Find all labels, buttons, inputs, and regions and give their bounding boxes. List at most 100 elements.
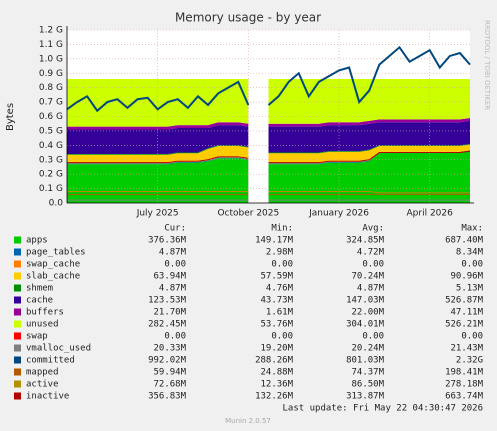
y-tick-label: 1.1 G — [39, 40, 63, 50]
last-update: Last update: Fri May 22 04:30:47 2026 — [283, 404, 483, 414]
legend-swatch — [14, 380, 21, 388]
y-axis-label: Bytes — [5, 103, 16, 131]
legend-label: shmem — [26, 284, 53, 294]
x-tick-label: January 2026 — [308, 209, 369, 219]
legend-value: 47.11M — [450, 308, 483, 318]
line — [67, 190, 470, 194]
legend-value: 1.61M — [266, 308, 294, 318]
legend-value: 5.13M — [456, 284, 484, 294]
chart-title: Memory usage - by year — [175, 11, 321, 25]
legend-swatch — [14, 296, 21, 304]
legend-label: committed — [26, 356, 75, 366]
y-tick-label: 0.5 G — [39, 126, 63, 136]
legend-label: unused — [26, 320, 59, 330]
legend-value: 4.76M — [266, 284, 294, 294]
x-tick-label: April 2026 — [407, 209, 454, 219]
legend-value: 356.83M — [148, 392, 187, 402]
column-header: Cur: — [164, 224, 186, 234]
legend-value: 2.32G — [456, 356, 483, 366]
area — [67, 150, 470, 165]
watermark: RRDTOOL / TOBI OETIKER — [483, 20, 491, 110]
legend-value: 526.87M — [445, 296, 484, 306]
legend-value: 324.85M — [346, 236, 385, 246]
legend-value: 0.00 — [461, 260, 483, 270]
legend-label: vmalloc_used — [26, 344, 91, 354]
legend-value: 0.00 — [362, 260, 384, 270]
legend-label: swap — [26, 332, 48, 342]
legend-value: 72.68M — [153, 380, 186, 390]
y-tick-label: 0.4 G — [39, 141, 63, 151]
legend-label: apps — [26, 236, 48, 246]
legend-value: 70.24M — [351, 272, 384, 282]
x-tick-label: July 2025 — [136, 209, 179, 219]
line — [67, 150, 471, 164]
legend-swatch — [14, 344, 21, 352]
legend-label: cache — [26, 296, 53, 306]
y-tick-label: 0.1 G — [39, 184, 63, 194]
legend-value: 19.20M — [260, 344, 293, 354]
legend-label: inactive — [26, 392, 69, 402]
legend-value: 132.26M — [255, 392, 294, 402]
legend-swatch — [14, 284, 21, 292]
legend-value: 0.00 — [271, 260, 293, 270]
legend-swatch — [14, 320, 21, 328]
legend-value: 59.94M — [153, 368, 186, 378]
legend-swatch — [14, 332, 21, 340]
legend-value: 147.03M — [346, 296, 385, 306]
legend-value: 57.59M — [260, 272, 293, 282]
legend-swatch — [14, 272, 21, 280]
area — [67, 120, 470, 154]
y-tick-label: 0.3 G — [39, 155, 63, 165]
legend-value: 198.41M — [445, 368, 484, 378]
y-tick-label: 0.0 — [49, 199, 64, 209]
legend-value: 21.70M — [153, 308, 186, 318]
legend-value: 4.87M — [357, 284, 385, 294]
column-header: Max: — [461, 224, 483, 234]
legend-value: 304.01M — [346, 320, 385, 330]
legend-value: 24.88M — [260, 368, 293, 378]
legend-label: slab_cache — [26, 272, 80, 282]
y-tick-label: 1.0 G — [39, 54, 63, 64]
legend-label: buffers — [26, 308, 64, 318]
y-tick-label: 0.7 G — [39, 98, 63, 108]
legend-value: 86.50M — [351, 380, 384, 390]
column-header: Min: — [271, 224, 293, 234]
legend-value: 0.00 — [164, 332, 186, 342]
legend-value: 526.21M — [445, 320, 484, 330]
legend-value: 2.98M — [266, 248, 294, 258]
legend-swatch — [14, 236, 21, 244]
y-tick-label: 0.8 G — [39, 83, 63, 93]
y-tick-label: 0.2 G — [39, 170, 63, 180]
legend-value: 0.00 — [271, 332, 293, 342]
legend-swatch — [14, 392, 21, 400]
legend-value: 4.87M — [159, 248, 187, 258]
legend-value: 90.96M — [450, 272, 483, 282]
legend-value: 0.00 — [164, 260, 186, 270]
area — [67, 151, 470, 203]
legend-label: swap_cache — [26, 260, 80, 270]
legend-label: active — [26, 380, 59, 390]
legend-value: 4.87M — [159, 284, 187, 294]
x-tick-label: October 2025 — [217, 209, 279, 219]
legend-value: 123.53M — [148, 296, 187, 306]
legend-value: 992.02M — [148, 356, 187, 366]
legend-swatch — [14, 248, 21, 256]
legend-value: 0.00 — [461, 332, 483, 342]
legend-value: 20.24M — [351, 344, 384, 354]
legend-value: 149.17M — [255, 236, 294, 246]
legend-value: 0.00 — [362, 332, 384, 342]
legend-value: 313.87M — [346, 392, 385, 402]
legend-swatch — [14, 368, 21, 376]
column-header: Avg: — [362, 224, 384, 234]
legend-value: 21.43M — [450, 344, 483, 354]
legend-value: 687.40M — [445, 236, 484, 246]
legend-value: 376.36M — [148, 236, 187, 246]
footer: Munin 2.0.57 — [225, 417, 271, 425]
legend-value: 12.36M — [260, 380, 293, 390]
legend-value: 282.45M — [148, 320, 187, 330]
y-tick-label: 0.9 G — [39, 69, 63, 79]
legend-swatch — [14, 356, 21, 364]
legend-value: 8.34M — [456, 248, 484, 258]
area — [67, 144, 470, 164]
